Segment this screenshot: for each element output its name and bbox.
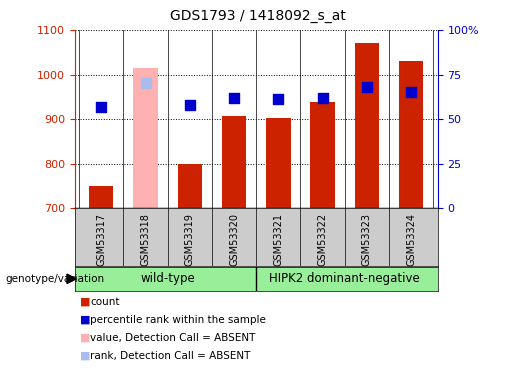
- Bar: [399, 61, 423, 208]
- Point: [230, 95, 238, 101]
- Text: percentile rank within the sample: percentile rank within the sample: [90, 315, 266, 325]
- Text: ■: ■: [80, 315, 90, 325]
- Text: count: count: [90, 297, 119, 307]
- Point: [186, 102, 194, 108]
- Point: [97, 104, 106, 110]
- Bar: [89, 186, 113, 208]
- Text: GSM53323: GSM53323: [362, 213, 372, 266]
- Bar: [222, 116, 246, 208]
- Text: rank, Detection Call = ABSENT: rank, Detection Call = ABSENT: [90, 351, 250, 361]
- Text: GSM53324: GSM53324: [406, 213, 416, 266]
- Text: wild-type: wild-type: [140, 272, 195, 285]
- Bar: [266, 118, 290, 208]
- Bar: [133, 68, 158, 208]
- Text: GSM53320: GSM53320: [229, 213, 239, 266]
- Text: ■: ■: [80, 297, 90, 307]
- Point: [318, 95, 327, 101]
- Text: GDS1793 / 1418092_s_at: GDS1793 / 1418092_s_at: [169, 9, 346, 23]
- Text: GSM53318: GSM53318: [141, 213, 150, 266]
- Text: GSM53322: GSM53322: [318, 213, 328, 266]
- Text: value, Detection Call = ABSENT: value, Detection Call = ABSENT: [90, 333, 255, 343]
- Point: [407, 89, 415, 95]
- Text: ■: ■: [80, 333, 90, 343]
- Text: GSM53317: GSM53317: [96, 213, 106, 266]
- Text: HIPK2 dominant-negative: HIPK2 dominant-negative: [269, 272, 420, 285]
- Bar: [178, 164, 202, 208]
- Text: genotype/variation: genotype/variation: [5, 274, 104, 284]
- Point: [142, 81, 150, 87]
- Point: [363, 84, 371, 90]
- Point: [274, 96, 282, 102]
- Bar: [311, 102, 335, 208]
- Text: GSM53319: GSM53319: [185, 213, 195, 266]
- Text: ■: ■: [80, 351, 90, 361]
- Text: GSM53321: GSM53321: [273, 213, 283, 266]
- Bar: [355, 44, 379, 208]
